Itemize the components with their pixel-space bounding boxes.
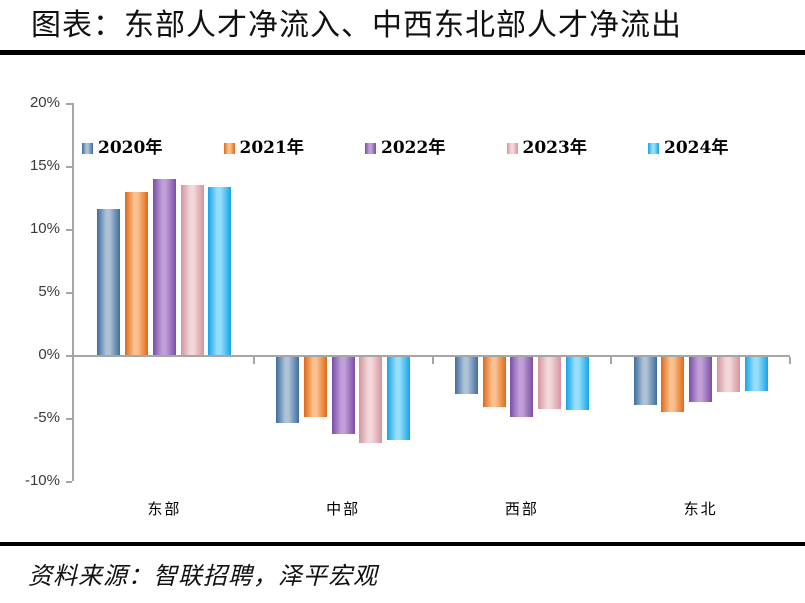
bar-西部-2023年 [538, 357, 562, 409]
bar-东部-2022年 [152, 178, 176, 355]
x-axis-category-label: 西部 [504, 500, 539, 518]
bar-中部-2020年 [276, 357, 300, 423]
footer-divider [0, 542, 805, 546]
title-divider [0, 50, 805, 55]
legend-swatch-icon [506, 142, 518, 154]
y-axis-tick-label: -10% [24, 472, 60, 489]
x-axis-tick-mark [789, 357, 791, 364]
legend-label: 2021年 [239, 138, 304, 158]
legend-item-2020年: 2020年 [82, 139, 162, 157]
y-axis-tick-mark [66, 481, 72, 483]
y-axis-tick-label: 5% [38, 283, 60, 300]
legend-item-2021年: 2021年 [223, 138, 304, 158]
y-axis-tick-mark [66, 418, 72, 420]
legend-swatch-icon [648, 142, 659, 154]
bar-东北-2021年 [661, 357, 685, 413]
bar-西部-2024年 [565, 357, 589, 410]
y-axis-tick-label: 0% [38, 346, 60, 363]
figure-title: 图表：东部人才净流入、中西东北部人才净流出 [31, 8, 682, 43]
bar-西部-2022年 [510, 357, 534, 418]
x-axis-tick-mark [252, 357, 255, 364]
y-axis-tick-mark [66, 292, 72, 294]
legend-label: 2020年 [98, 138, 163, 158]
bar-中部-2021年 [303, 357, 327, 418]
legend-label: 2024年 [664, 138, 729, 158]
y-axis-tick-mark [66, 166, 72, 168]
y-axis-tick-label: 10% [29, 220, 60, 237]
legend-swatch-icon [82, 142, 93, 154]
y-axis-tick-mark [66, 103, 72, 105]
x-axis-category-label: 中部 [326, 500, 361, 518]
legend-swatch-icon [365, 142, 376, 154]
legend-swatch-icon [223, 142, 235, 154]
x-axis-category-label: 东北 [683, 500, 718, 518]
bar-东部-2021年 [125, 192, 149, 355]
x-axis-category-label: 东部 [147, 500, 182, 518]
legend-item-2024年: 2024年 [648, 139, 728, 157]
y-axis-tick-mark [66, 355, 72, 357]
bar-东北-2023年 [716, 357, 740, 393]
bar-东北-2022年 [689, 357, 713, 403]
bar-西部-2021年 [482, 357, 506, 408]
legend-label: 2022年 [381, 138, 446, 158]
data-source-note: 资料来源：智联招聘，泽平宏观 [28, 562, 378, 590]
x-axis-zero-line [72, 355, 790, 357]
bar-中部-2024年 [387, 357, 411, 441]
legend-label: 2023年 [522, 138, 587, 158]
bar-东部-2020年 [97, 208, 121, 355]
bar-中部-2023年 [359, 357, 383, 443]
legend-item-2022年: 2022年 [365, 139, 445, 157]
bar-西部-2020年 [454, 357, 478, 394]
bar-东北-2020年 [633, 357, 657, 405]
y-axis-tick-label: 20% [29, 94, 60, 111]
legend-item-2023年: 2023年 [506, 138, 587, 158]
x-axis-tick-mark [431, 357, 434, 364]
y-axis-tick-label: 15% [29, 157, 60, 174]
bar-东北-2024年 [744, 357, 768, 392]
bar-东部-2024年 [208, 187, 232, 355]
x-axis-tick-mark [610, 357, 613, 364]
bar-chart: 2020年 2021年 2022年 2023年 2024年 20% 15% 10% 5% 0% -5… [0, 58, 805, 542]
bar-东部-2023年 [180, 184, 204, 355]
y-axis-tick-mark [66, 229, 72, 231]
y-axis-line [72, 103, 74, 481]
bar-中部-2022年 [331, 357, 355, 434]
y-axis-tick-label: -5% [33, 409, 60, 426]
